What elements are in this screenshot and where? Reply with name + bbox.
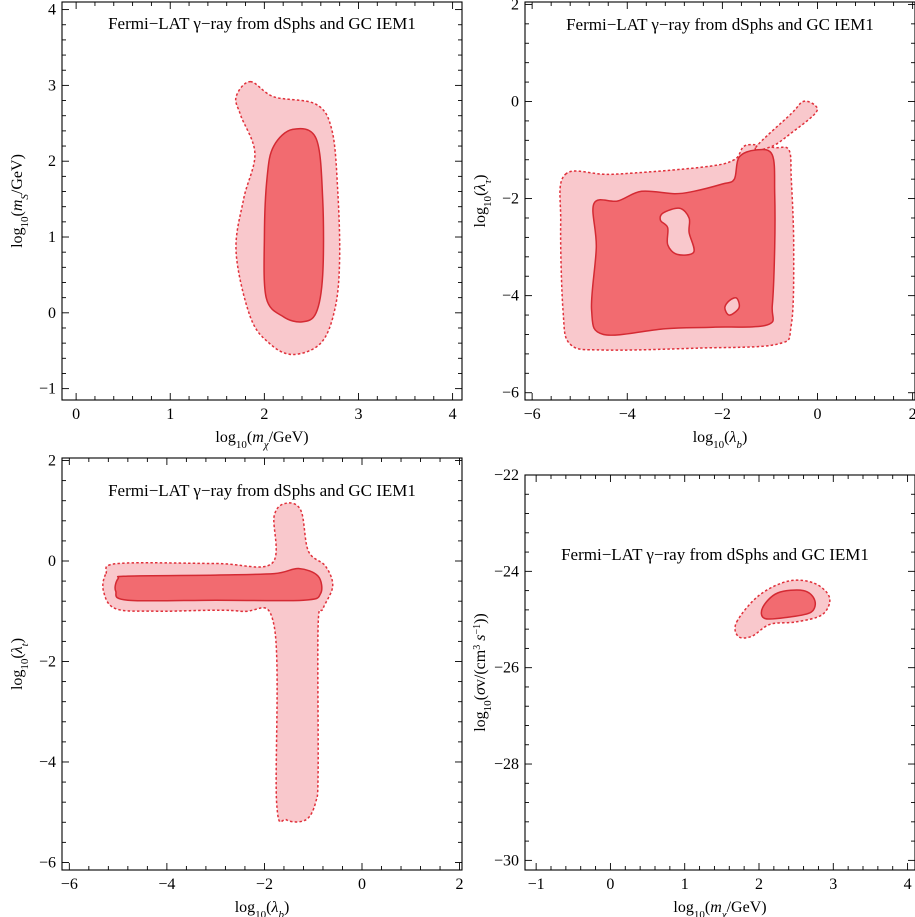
- y-tick-label: 2: [48, 153, 56, 170]
- y-tick-label: −4: [502, 288, 519, 305]
- y-axis-label: log10(λτ): [472, 175, 494, 228]
- y-tick-label: 0: [48, 553, 56, 570]
- y-tick-label: −30: [494, 852, 519, 869]
- x-tick-label: −4: [158, 876, 175, 893]
- x-tick-label: 0: [72, 406, 80, 423]
- y-tick-label: 1: [48, 229, 56, 246]
- x-tick-label: 0: [358, 876, 366, 893]
- x-axis-label: log10(λb): [693, 429, 748, 451]
- region-68pct: [760, 589, 817, 620]
- region-95pct: [754, 100, 819, 151]
- confidence-regions: [734, 579, 831, 639]
- plot-frame: [524, 474, 915, 871]
- x-tick-label: −1: [528, 876, 545, 893]
- y-axis-label: log10(σv/(cm3 s−1)): [472, 613, 495, 732]
- region-hole: [724, 296, 741, 316]
- y-tick-label: 0: [511, 94, 519, 111]
- y-tick-label: −6: [39, 854, 56, 871]
- confidence-regions: [234, 80, 341, 356]
- confidence-regions: [102, 502, 334, 823]
- x-tick-label: −6: [61, 876, 78, 893]
- plot-frame: [524, 1, 915, 401]
- y-tick-label: −2: [39, 653, 56, 670]
- x-tick-label: 1: [166, 406, 174, 423]
- x-tick-label: −4: [619, 406, 636, 423]
- y-tick-label: −4: [39, 754, 56, 771]
- panel-2: −6 −4 −2 0 2 −6 −4 −2 0 2 Fermi−LAT γ−ray from dSp…: [472, 0, 915, 451]
- confidence-regions: [559, 100, 819, 351]
- x-tick-label: 3: [354, 406, 362, 423]
- x-tick-label: −2: [256, 876, 273, 893]
- y-tick-label: −22: [494, 467, 519, 484]
- y-tick-label: −1: [39, 381, 56, 398]
- region-68pct: [114, 567, 323, 602]
- panel-4: −1 0 1 2 3 4 −30 −28 −26 −24 −22 Fermi−LAT γ−ray fr…: [472, 467, 915, 917]
- y-tick-label: 2: [511, 0, 519, 13]
- panel-title: Fermi−LAT γ−ray from dSphs and GC IEM1: [108, 481, 416, 500]
- y-tick-label: −2: [502, 191, 519, 208]
- x-tick-label: 2: [456, 876, 464, 893]
- region-95pct: [102, 502, 334, 823]
- x-tick-label: 3: [829, 876, 837, 893]
- x-tick-label: 4: [449, 406, 457, 423]
- y-tick-label: 2: [48, 453, 56, 470]
- region-68pct: [263, 127, 325, 323]
- y-tick-label: −26: [494, 660, 519, 677]
- x-tick-label: 0: [814, 406, 822, 423]
- y-axis-label: log10(mS/GeV): [9, 154, 31, 248]
- x-tick-label: 2: [755, 876, 763, 893]
- x-tick-label: 4: [904, 876, 912, 893]
- x-tick-label: 2: [909, 406, 915, 423]
- plot-frame: [61, 457, 463, 871]
- x-tick-label: −6: [524, 406, 541, 423]
- y-tick-label: 4: [48, 2, 56, 19]
- y-tick-label: −28: [494, 756, 519, 773]
- y-tick-label: 0: [48, 305, 56, 322]
- panel-1: 0 1 2 3 4 −1 0 1 2 3 4 Fermi−LAT γ−ray from dSphs a…: [9, 1, 463, 451]
- y-tick-label: 3: [48, 77, 56, 94]
- panel-3: −6 −4 −2 0 2 −6 −4 −2 0 2 Fermi−LAT γ−ray from dSp…: [9, 453, 464, 917]
- x-axis-label: log10(mχ/GeV): [215, 429, 308, 451]
- x-tick-label: 1: [681, 876, 689, 893]
- plot-frame: [61, 1, 463, 401]
- x-tick-label: 0: [606, 876, 614, 893]
- y-axis-label: log10(λt): [9, 638, 31, 690]
- region-hole: [659, 207, 695, 256]
- x-axis-label: log10(mχ/GeV): [673, 899, 766, 917]
- panel-title: Fermi−LAT γ−ray from dSphs and GC IEM1: [108, 14, 416, 33]
- x-tick-label: 2: [260, 406, 268, 423]
- panel-title: Fermi−LAT γ−ray from dSphs and GC IEM1: [561, 545, 869, 564]
- panel-title: Fermi−LAT γ−ray from dSphs and GC IEM1: [566, 15, 874, 34]
- y-tick-label: −6: [502, 385, 519, 402]
- y-tick-label: −24: [494, 563, 519, 580]
- x-axis-label: log10(λb): [235, 899, 290, 917]
- x-tick-label: −2: [714, 406, 731, 423]
